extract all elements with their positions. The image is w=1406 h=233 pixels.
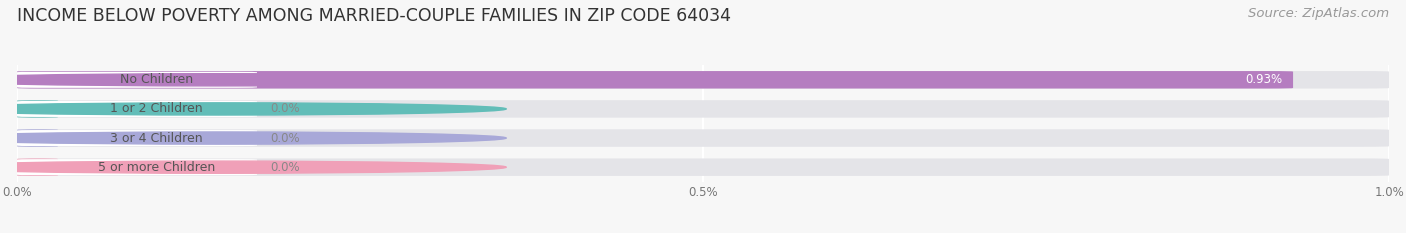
Circle shape xyxy=(0,132,506,144)
Text: 1 or 2 Children: 1 or 2 Children xyxy=(110,103,202,115)
Text: 0.0%: 0.0% xyxy=(271,161,301,174)
FancyBboxPatch shape xyxy=(17,158,58,176)
FancyBboxPatch shape xyxy=(17,129,58,147)
Circle shape xyxy=(0,103,506,115)
Text: 5 or more Children: 5 or more Children xyxy=(97,161,215,174)
Text: INCOME BELOW POVERTY AMONG MARRIED-COUPLE FAMILIES IN ZIP CODE 64034: INCOME BELOW POVERTY AMONG MARRIED-COUPL… xyxy=(17,7,731,25)
Text: Source: ZipAtlas.com: Source: ZipAtlas.com xyxy=(1249,7,1389,20)
Text: 0.93%: 0.93% xyxy=(1244,73,1282,86)
FancyBboxPatch shape xyxy=(17,72,257,88)
Circle shape xyxy=(0,74,506,86)
Text: 3 or 4 Children: 3 or 4 Children xyxy=(110,132,202,144)
FancyBboxPatch shape xyxy=(17,101,257,117)
FancyBboxPatch shape xyxy=(17,71,1389,89)
FancyBboxPatch shape xyxy=(17,159,257,175)
FancyBboxPatch shape xyxy=(17,158,1389,176)
Circle shape xyxy=(0,161,506,173)
FancyBboxPatch shape xyxy=(17,130,257,146)
FancyBboxPatch shape xyxy=(17,100,1389,118)
FancyBboxPatch shape xyxy=(17,100,58,118)
Text: 0.0%: 0.0% xyxy=(271,103,301,115)
FancyBboxPatch shape xyxy=(17,71,1294,89)
FancyBboxPatch shape xyxy=(17,129,1389,147)
Text: No Children: No Children xyxy=(120,73,193,86)
Text: 0.0%: 0.0% xyxy=(271,132,301,144)
